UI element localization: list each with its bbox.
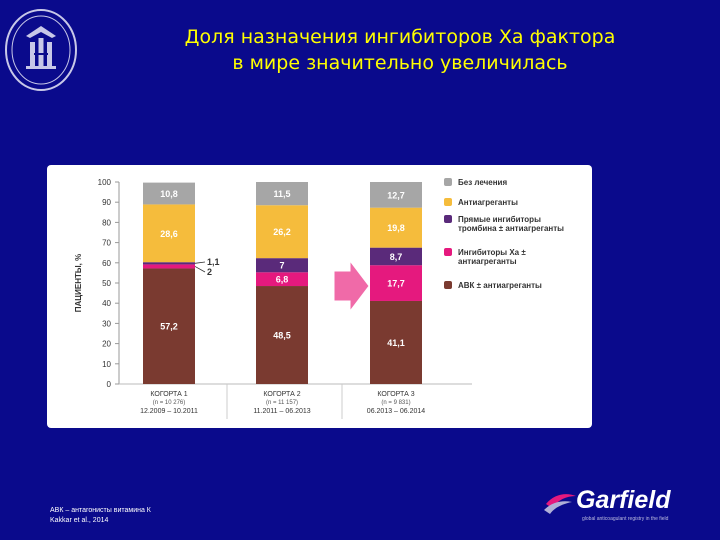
data-label: 17,7 [387,279,405,289]
legend-swatch [444,248,452,256]
data-label: 12,7 [387,190,405,200]
x-category-n: (n = 10 276) [153,400,186,406]
y-tick-label: 20 [102,340,111,349]
chart-panel: 0 10 20 30 40 50 60 70 80 90 100 ПАЦИЕНТЫ, % 57,2 28,… [47,165,592,428]
data-label: 57,2 [160,322,178,332]
university-logo [5,9,77,91]
legend-label: АВК ± антиагреганты [458,281,542,290]
bar-segment [143,204,195,263]
bar-segment [143,264,195,269]
y-tick-label: 40 [102,299,111,308]
leader-line [194,266,206,273]
bar-segment [256,272,308,287]
bar-segment [256,286,308,384]
y-axis-label: ПАЦИЕНТЫ, % [74,254,83,313]
garfield-wordmark: Garfield [576,486,671,514]
y-tick-label: 90 [102,198,111,207]
leader-line [194,261,206,264]
x-category-dates: 12.2009 – 10.2011 [140,408,198,415]
legend-swatch [444,178,452,186]
legend-label: Без лечения [458,178,507,187]
data-label: 11,5 [273,189,290,199]
legend-label: Ингибиторы Ха ± [458,248,526,257]
legend-swatch [444,215,452,223]
y-tick-label: 0 [107,380,112,389]
y-tick-label: 10 [102,360,111,369]
garfield-logo: Garfield global anticoagulant registry i… [544,486,671,522]
bar-segment [143,268,195,384]
x-category-dates: 11.2011 – 06.2013 [253,408,310,415]
y-tick-label: 30 [102,319,111,328]
title-line-2: в мире значительно увеличилась [232,52,568,74]
bar-segment [370,247,422,266]
y-tick-label: 70 [102,239,111,248]
data-label: 6,8 [276,275,289,285]
bar-segment [370,265,422,301]
bar-segment [256,258,308,273]
data-label-outside: 1,1 [207,257,220,267]
x-category-n: (n = 9 831) [381,400,410,406]
legend-swatch [444,281,452,289]
trend-arrow-icon [333,259,370,313]
data-label: 26,2 [273,227,291,237]
bar-segment [143,182,195,205]
legend-label: Антиагреганты [458,198,518,207]
footnote: АВК – антагонисты витамина К Kakkar et a… [50,506,151,526]
y-tick-label: 50 [102,279,111,288]
x-category-label: КОГОРТА 3 [377,391,414,398]
data-label: 8,7 [390,252,403,262]
x-category-label: КОГОРТА 2 [263,391,300,398]
data-label: 48,5 [273,331,291,341]
y-tick-label: 100 [98,178,112,187]
data-label: 28,6 [160,229,178,239]
legend-label: Прямые ингибиторы [458,215,541,224]
data-label: 19,8 [387,223,405,233]
x-category-label: КОГОРТА 1 [150,391,187,398]
y-tick-label: 60 [102,259,111,268]
data-label: 7 [279,261,284,271]
title-line-1: Доля назначения ингибиторов Ха фактора [184,26,616,48]
bar-segment [256,182,308,206]
data-label: 41,1 [387,338,405,348]
footnote-abbreviation: АВК – антагонисты витамина К [50,507,151,514]
bar-segment [370,300,422,384]
y-tick-label: 80 [102,218,111,227]
bar-segment [370,182,422,208]
page-title: Доля назначения ингибиторов Ха фактора в… [130,24,670,76]
data-label: 10,8 [160,189,178,199]
garfield-tagline: global anticoagulant registry in the fie… [582,516,669,522]
legend-label: тромбина ± антиагреганты [458,224,564,233]
x-category-dates: 06.2013 – 06.2014 [367,408,425,415]
footnote-reference: Kakkar et al., 2014 [50,517,109,524]
bar-segment [143,262,195,265]
x-category-n: (n = 11 157) [266,400,298,406]
legend-label: антиагреганты [458,257,517,266]
legend-swatch [444,198,452,206]
data-label-outside: 2 [207,267,212,277]
bar-segment [256,205,308,259]
bar-segment [370,207,422,248]
swoosh-icon [544,494,576,514]
